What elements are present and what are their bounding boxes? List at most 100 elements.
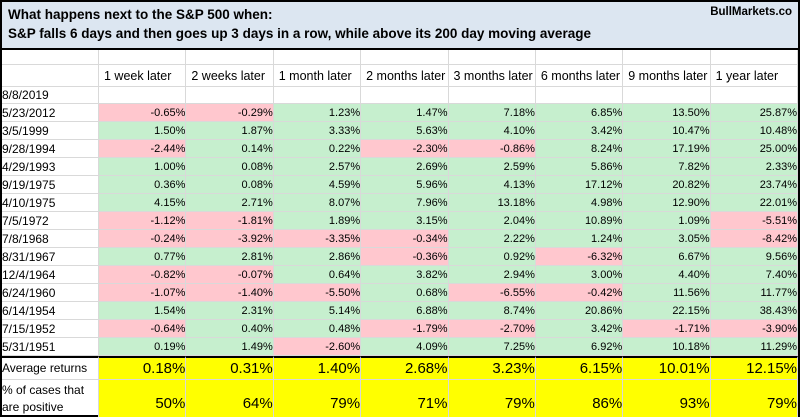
average-value-cell: 0.31% bbox=[186, 356, 274, 380]
value-cell: -3.90% bbox=[710, 320, 798, 338]
value-cell: -0.24% bbox=[99, 230, 187, 248]
value-cell: 11.77% bbox=[710, 284, 798, 302]
value-cell: 2.86% bbox=[273, 248, 362, 266]
value-cell: 9.56% bbox=[710, 248, 798, 266]
value-cell: 12.90% bbox=[623, 194, 711, 212]
spacer-cell bbox=[273, 50, 362, 65]
table-row: 4/10/1975 4.15% 2.71% 8.07% 7.96% 13.18% 4.98%… bbox=[2, 194, 798, 212]
value-cell: -0.42% bbox=[535, 284, 624, 302]
table-row: 12/4/1964 -0.82% -0.07% 0.64% 3.82% 2.94% 3.00… bbox=[2, 266, 798, 284]
percent-positive-cell: 79% bbox=[273, 380, 362, 417]
table-row: 5/23/2012 -0.65% -0.29% 1.23% 1.47% 7.18% 6.85… bbox=[2, 104, 798, 122]
value-cell: -1.40% bbox=[186, 284, 274, 302]
date-cell: 5/31/1951 bbox=[2, 338, 99, 356]
average-returns-label: Average returns bbox=[2, 356, 99, 380]
value-cell: 0.22% bbox=[273, 140, 362, 158]
average-value-cell: 12.15% bbox=[710, 356, 798, 380]
value-cell: -6.55% bbox=[448, 284, 536, 302]
value-cell: 7.96% bbox=[361, 194, 449, 212]
value-cell: 11.56% bbox=[623, 284, 711, 302]
column-header: 1 year later bbox=[710, 65, 798, 87]
value-cell: -3.92% bbox=[186, 230, 274, 248]
average-value-cell: 10.01% bbox=[623, 356, 711, 380]
table-row: 3/5/1999 1.50% 1.87% 3.33% 5.63% 4.10% 3.42% 10… bbox=[2, 122, 798, 140]
table-row: 7/8/1968 -0.24% -3.92% -3.35% -0.34% 2.22% 1.2… bbox=[2, 230, 798, 248]
value-cell: -0.86% bbox=[448, 140, 536, 158]
value-cell: -2.70% bbox=[448, 320, 536, 338]
date-cell: 8/31/1967 bbox=[2, 248, 99, 266]
value-cell: 38.43% bbox=[710, 302, 798, 320]
value-cell: -2.60% bbox=[273, 338, 362, 356]
value-cell: 0.77% bbox=[99, 248, 187, 266]
value-cell: -1.07% bbox=[99, 284, 187, 302]
table-row: 4/29/1993 1.00% 0.08% 2.57% 2.69% 2.59% 5.86% 7… bbox=[2, 158, 798, 176]
value-cell: 22.15% bbox=[623, 302, 711, 320]
table-row: 6/24/1960 -1.07% -1.40% -5.50% 0.68% -6.55% -0… bbox=[2, 284, 798, 302]
value-cell: 13.18% bbox=[448, 194, 536, 212]
date-cell: 8/8/2019 bbox=[2, 87, 99, 104]
percent-positive-cell: 79% bbox=[448, 380, 536, 417]
percent-positive-cell: 79% bbox=[710, 380, 798, 417]
value-cell: 2.94% bbox=[448, 266, 536, 284]
value-cell: -1.79% bbox=[361, 320, 449, 338]
value-cell: 7.25% bbox=[448, 338, 536, 356]
percent-positive-cell: 64% bbox=[186, 380, 274, 417]
value-cell: 1.87% bbox=[186, 122, 274, 140]
column-header: 9 months later bbox=[623, 65, 711, 87]
value-cell: -0.64% bbox=[99, 320, 187, 338]
value-cell: 4.10% bbox=[448, 122, 536, 140]
returns-table: 1 week later 2 weeks later 1 month later 2 … bbox=[2, 50, 798, 417]
blank-cell bbox=[623, 87, 711, 104]
value-cell: 4.13% bbox=[448, 176, 536, 194]
average-value-cell: 1.40% bbox=[273, 356, 362, 380]
blank-cell bbox=[710, 87, 798, 104]
value-cell: -0.34% bbox=[361, 230, 449, 248]
value-cell: 4.40% bbox=[623, 266, 711, 284]
value-cell: -1.81% bbox=[186, 212, 274, 230]
value-cell: 6.85% bbox=[535, 104, 624, 122]
date-cell: 4/10/1975 bbox=[2, 194, 99, 212]
date-cell: 7/8/1968 bbox=[2, 230, 99, 248]
value-cell: 17.12% bbox=[535, 176, 624, 194]
value-cell: 8.24% bbox=[535, 140, 624, 158]
value-cell: 6.67% bbox=[623, 248, 711, 266]
value-cell: 3.82% bbox=[361, 266, 449, 284]
value-cell: 0.92% bbox=[448, 248, 536, 266]
date-cell: 6/14/1954 bbox=[2, 302, 99, 320]
value-cell: 2.59% bbox=[448, 158, 536, 176]
value-cell: -2.30% bbox=[361, 140, 449, 158]
column-header: 2 months later bbox=[361, 65, 449, 87]
column-header: 2 weeks later bbox=[186, 65, 274, 87]
value-cell: 4.59% bbox=[273, 176, 362, 194]
value-cell: 10.18% bbox=[623, 338, 711, 356]
date-cell: 9/28/1994 bbox=[2, 140, 99, 158]
value-cell: -1.12% bbox=[99, 212, 187, 230]
percent-positive-row: % of cases that are positive 50% 64% 79% 71% 7… bbox=[2, 380, 798, 417]
value-cell: 2.69% bbox=[361, 158, 449, 176]
value-cell: 6.88% bbox=[361, 302, 449, 320]
percent-positive-label: % of cases that are positive bbox=[2, 380, 99, 417]
spacer-cell bbox=[2, 50, 99, 65]
average-returns-row: Average returns 0.18% 0.31% 1.40% 2.68% 3.23%… bbox=[2, 356, 798, 380]
value-cell: 3.42% bbox=[535, 122, 624, 140]
value-cell: -0.82% bbox=[99, 266, 187, 284]
date-cell: 7/15/1952 bbox=[2, 320, 99, 338]
average-value-cell: 0.18% bbox=[99, 356, 187, 380]
value-cell: 1.23% bbox=[273, 104, 362, 122]
value-cell: -5.50% bbox=[273, 284, 362, 302]
blank-cell bbox=[535, 87, 624, 104]
column-header: 6 months later bbox=[535, 65, 624, 87]
value-cell: 5.63% bbox=[361, 122, 449, 140]
value-cell: 11.29% bbox=[710, 338, 798, 356]
value-cell: 0.64% bbox=[273, 266, 362, 284]
value-cell: 0.68% bbox=[361, 284, 449, 302]
value-cell: 25.00% bbox=[710, 140, 798, 158]
blank-cell bbox=[186, 87, 274, 104]
value-cell: -0.29% bbox=[186, 104, 274, 122]
value-cell: 22.01% bbox=[710, 194, 798, 212]
value-cell: -3.35% bbox=[273, 230, 362, 248]
percent-positive-cell: 50% bbox=[99, 380, 187, 417]
value-cell: 20.82% bbox=[623, 176, 711, 194]
table-row: 8/8/2019 bbox=[2, 87, 798, 104]
value-cell: 0.14% bbox=[186, 140, 274, 158]
